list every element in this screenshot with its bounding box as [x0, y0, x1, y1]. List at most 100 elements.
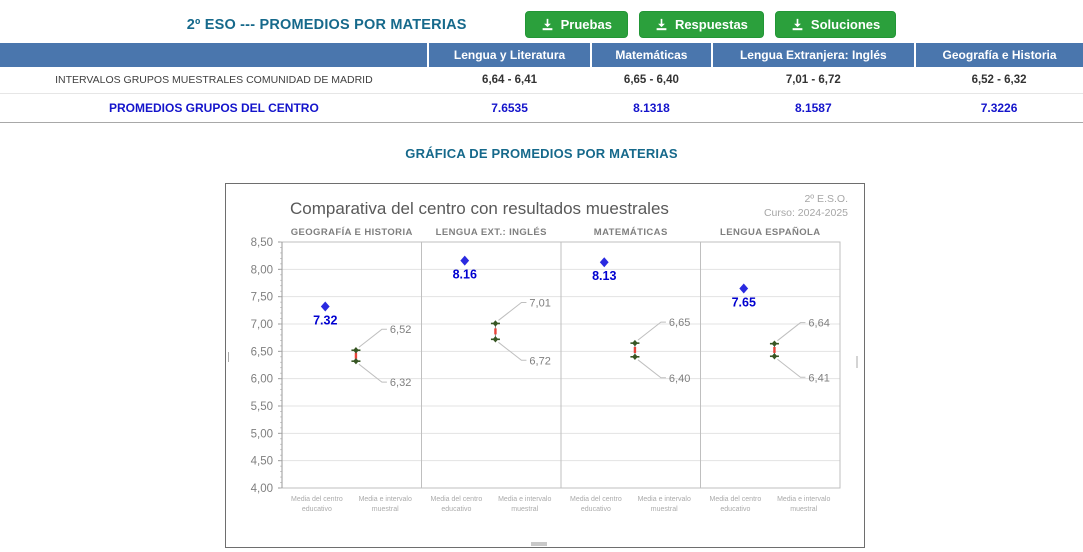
y-tick-label: 4,00 — [251, 483, 273, 495]
row-label: INTERVALOS GRUPOS MUESTRALES COMUNIDAD D… — [0, 67, 428, 94]
leader-line — [358, 328, 387, 348]
panel-border — [560, 241, 701, 489]
x-category-label: Media del centro — [709, 496, 761, 503]
x-category-label: educativo — [302, 506, 332, 513]
cell-value: 7,01 - 6,72 — [711, 67, 916, 94]
column-header-matematicas: Matemáticas — [590, 43, 712, 67]
interval-low-label: 6,41 — [808, 372, 829, 384]
leader-line — [498, 301, 527, 321]
download-button-group: Pruebas Respuestas Soluciones — [524, 11, 897, 38]
promedios-chart-svg: Comparativa del centro con resultados mu… — [228, 193, 858, 546]
interval-end-marker — [353, 347, 359, 354]
center-mean-point — [739, 283, 749, 294]
y-tick-label: 6,50 — [251, 346, 273, 358]
interval-end-marker — [632, 353, 638, 360]
interval-low-label: 6,40 — [669, 373, 690, 385]
y-tick-label: 8,50 — [251, 237, 273, 249]
chart-title: Comparativa del centro con resultados mu… — [290, 199, 669, 218]
pruebas-button-label: Pruebas — [560, 17, 612, 32]
x-category-label: educativo — [720, 506, 750, 513]
x-category-label: Media del centro — [570, 496, 622, 503]
results-table-wrap: Lengua y Literatura Matemáticas Lengua E… — [0, 43, 1083, 123]
chart-annotation: Curso: 2024-2025 — [764, 207, 848, 219]
y-tick-label: 5,50 — [251, 401, 273, 413]
x-category-label: Media del centro — [291, 496, 343, 503]
x-category-label: muestral — [651, 506, 678, 513]
interval-end-marker — [492, 320, 499, 327]
interval-end-marker — [353, 357, 359, 365]
row-label: PROMEDIOS GRUPOS DEL CENTRO — [0, 93, 428, 123]
column-header-empty — [0, 43, 428, 67]
download-icon — [655, 18, 668, 31]
center-mean-label: 7.65 — [732, 295, 756, 309]
respuestas-button[interactable]: Respuestas — [638, 11, 764, 38]
panel-title: GEOGRAFÍA E HISTORIA — [291, 227, 413, 238]
x-category-label: educativo — [581, 506, 611, 513]
panel-border — [281, 241, 422, 489]
cell-value: 6,65 - 6,40 — [591, 67, 712, 94]
x-category-label: Media e intervalo — [638, 496, 691, 503]
center-mean-point — [460, 255, 470, 266]
download-icon — [791, 18, 804, 31]
leader-line — [637, 321, 666, 341]
leader-line — [777, 358, 806, 378]
table-header-row: Lengua y Literatura Matemáticas Lengua E… — [0, 43, 1083, 67]
interval-end-marker — [771, 353, 778, 360]
soluciones-button[interactable]: Soluciones — [774, 11, 897, 38]
x-category-label: muestral — [790, 506, 817, 513]
column-header-lengua-literatura: Lengua y Literatura — [426, 43, 592, 67]
interval-high-label: 7,01 — [529, 297, 550, 309]
respuestas-button-label: Respuestas — [674, 17, 748, 32]
y-tick-label: 5,00 — [251, 428, 273, 440]
interval-high-label: 6,52 — [390, 324, 411, 336]
column-header-geografia-historia: Geografía e Historia — [914, 43, 1083, 67]
x-category-label: Media del centro — [430, 496, 482, 503]
center-mean-label: 8.13 — [592, 269, 616, 283]
panel-title: MATEMÁTICAS — [594, 227, 668, 238]
x-category-label: muestral — [511, 506, 538, 513]
interval-low-label: 6,32 — [390, 377, 411, 389]
page-title: 2º ESO --- PROMEDIOS POR MATERIAS — [186, 16, 467, 33]
center-mean-label: 8.16 — [453, 268, 477, 282]
cell-value: 7.6535 — [427, 93, 592, 123]
soluciones-button-label: Soluciones — [810, 17, 881, 32]
interval-high-label: 6,64 — [808, 318, 829, 330]
download-icon — [541, 18, 554, 31]
page-header: 2º ESO --- PROMEDIOS POR MATERIAS Prueba… — [0, 0, 1083, 38]
cell-value: 8.1318 — [591, 93, 712, 123]
center-mean-label: 7.32 — [313, 314, 337, 328]
cell-value: 6,64 - 6,41 — [427, 67, 592, 94]
interval-end-marker — [771, 340, 778, 347]
x-category-label: Media e intervalo — [498, 496, 551, 503]
cell-value: 6,52 - 6,32 — [915, 67, 1083, 94]
cell-value: 8.1587 — [711, 93, 916, 123]
leader-line — [777, 322, 806, 342]
intervalos-muestrales-row: INTERVALOS GRUPOS MUESTRALES COMUNIDAD D… — [0, 67, 1083, 94]
leader-line — [498, 341, 527, 361]
interval-end-marker — [492, 336, 499, 343]
pruebas-button[interactable]: Pruebas — [524, 11, 628, 38]
chart-annotation: 2º E.S.O. — [804, 193, 848, 205]
promedios-chart: Comparativa del centro con resultados mu… — [225, 183, 865, 548]
panel-border — [700, 241, 841, 489]
interval-end-marker — [632, 339, 638, 347]
leader-line — [637, 359, 666, 379]
chart-section-title: GRÁFICA DE PROMEDIOS POR MATERIAS — [405, 146, 678, 161]
y-tick-label: 4,50 — [251, 456, 273, 468]
interval-high-label: 6,65 — [669, 317, 690, 329]
column-header-lengua-extranjera: Lengua Extranjera: Inglés — [710, 43, 916, 67]
y-tick-label: 7,50 — [251, 292, 273, 304]
y-tick-label: 8,00 — [251, 264, 273, 276]
x-category-label: Media e intervalo — [359, 496, 412, 503]
panel-title: LENGUA EXT.: INGLÉS — [436, 227, 547, 238]
center-mean-point — [599, 257, 609, 268]
y-tick-label: 7,00 — [251, 319, 273, 331]
promedios-centro-row: PROMEDIOS GRUPOS DEL CENTRO 7.6535 8.131… — [0, 93, 1083, 123]
chart-bottom-handle — [531, 542, 547, 546]
leader-line — [358, 363, 387, 383]
center-mean-point — [320, 301, 330, 312]
panel-title: LENGUA ESPAÑOLA — [720, 227, 820, 238]
x-category-label: Media e intervalo — [777, 496, 830, 503]
interval-low-label: 6,72 — [529, 355, 550, 367]
x-category-label: educativo — [441, 506, 471, 513]
